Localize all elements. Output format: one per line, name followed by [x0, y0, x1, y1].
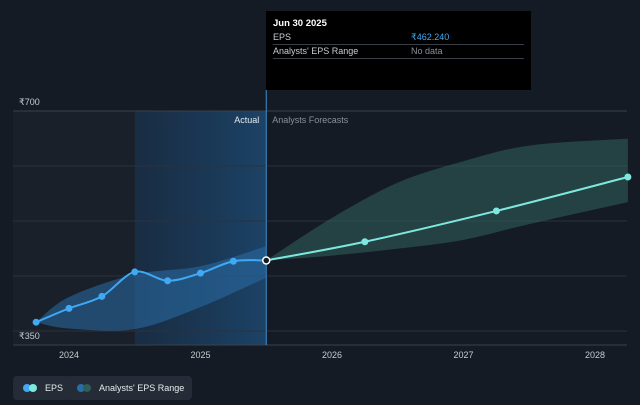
legend-range-button[interactable]: Analysts' EPS Range [67, 376, 193, 400]
eps-point[interactable] [32, 318, 40, 326]
y-tick-label: ₹700 [19, 97, 40, 107]
eps-point[interactable] [164, 277, 172, 285]
eps-forecast-point[interactable] [361, 238, 369, 246]
tooltip-value-range: No data [411, 46, 443, 56]
eps-point[interactable] [229, 257, 237, 265]
series-points-layer[interactable] [32, 173, 632, 326]
eps-forecast-point[interactable] [492, 207, 500, 215]
x-tick-label: 2026 [322, 350, 342, 360]
actual-eps-range-band [36, 246, 267, 331]
hover-tooltip: Jun 30 2025 EPS ₹462.240 Analysts' EPS R… [266, 11, 531, 90]
eps-forecast-line [266, 176, 629, 262]
x-tick-label: 2028 [585, 350, 605, 360]
tooltip-value-eps: ₹462.240 [411, 32, 450, 42]
eps-forecast-point[interactable] [624, 173, 632, 181]
forecast-section-label: Analysts Forecasts [272, 115, 349, 125]
legend-range-icon [77, 384, 93, 392]
tooltip-label-eps: EPS [273, 32, 292, 42]
eps-point[interactable] [98, 292, 106, 300]
legend-eps-button[interactable]: EPS [13, 376, 72, 400]
chart-background-layer [13, 111, 267, 345]
eps-point[interactable] [262, 256, 271, 265]
grid-layer [13, 90, 627, 346]
forecast-eps-range-band [266, 138, 628, 261]
tooltip-date: Jun 30 2025 [273, 18, 327, 29]
eps-point[interactable] [131, 268, 139, 276]
tooltip-label-range: Analysts' EPS Range [273, 46, 359, 56]
eps-point[interactable] [65, 304, 73, 312]
tooltip-row-range: Analysts' EPS Range No data [273, 45, 524, 59]
tooltip-row-eps: EPS ₹462.240 [273, 31, 524, 45]
legend-eps-icon [23, 384, 39, 392]
x-tick-label: 2025 [190, 350, 210, 360]
legend-range-label: Analysts' EPS Range [99, 383, 185, 393]
x-tick-label: 2024 [59, 350, 79, 360]
y-tick-label: ₹350 [19, 331, 40, 341]
eps-point[interactable] [197, 269, 204, 277]
actual-section-label: Actual [234, 115, 259, 125]
legend-eps-label: EPS [45, 383, 64, 393]
x-tick-label: 2027 [453, 350, 473, 360]
axis-labels-layer: ₹700 ₹350 2024 2025 2026 2027 2028 Actual Analys… [19, 97, 605, 360]
range-bands-layer [36, 138, 628, 331]
